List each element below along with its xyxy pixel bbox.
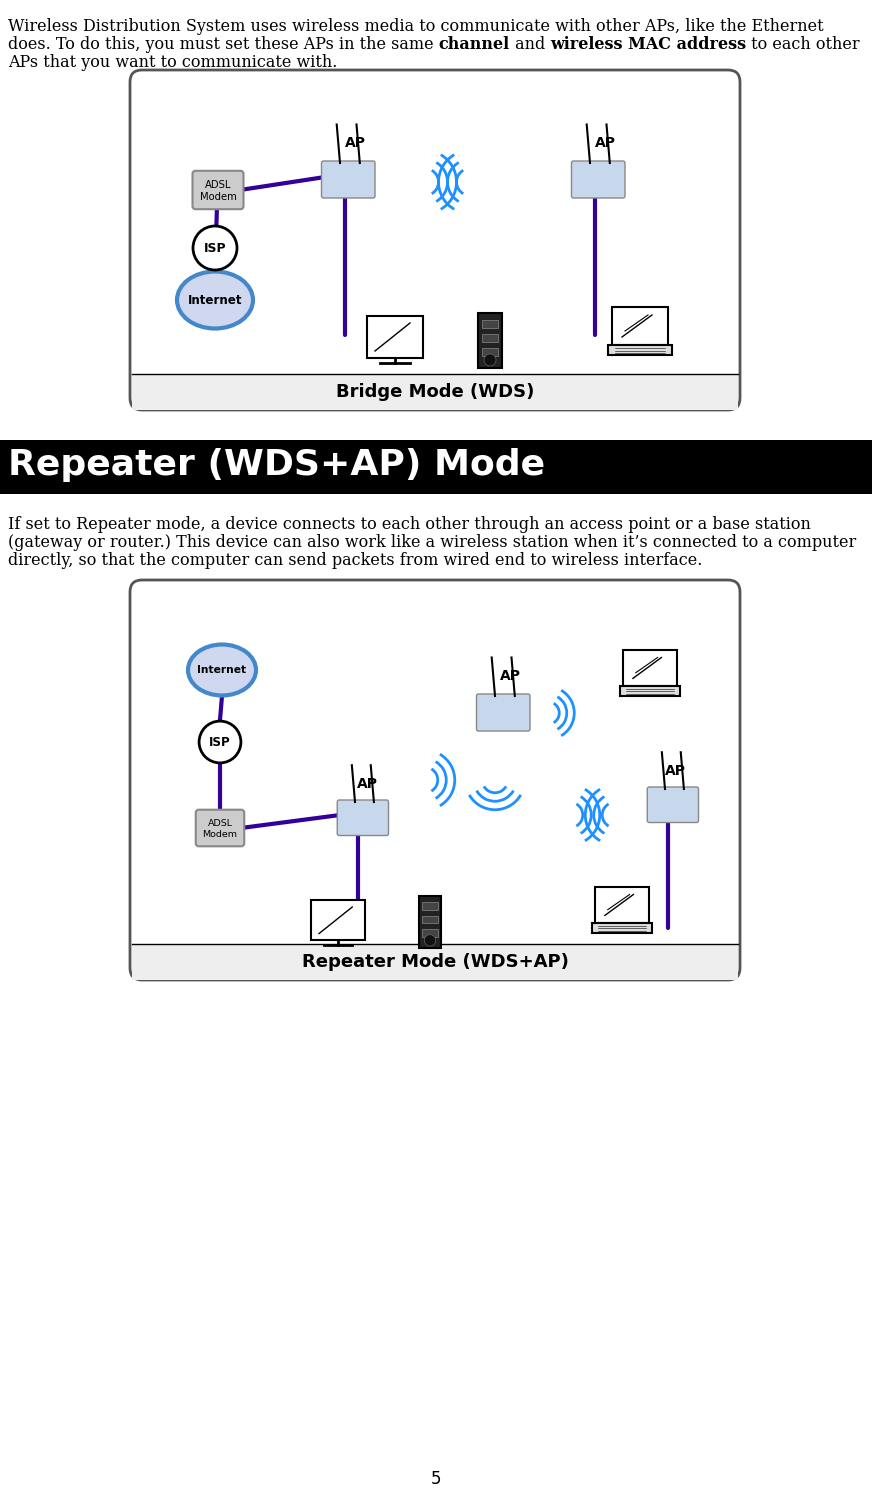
Text: channel: channel bbox=[439, 36, 510, 54]
Bar bbox=[311, 900, 364, 940]
FancyBboxPatch shape bbox=[571, 161, 625, 198]
FancyBboxPatch shape bbox=[130, 70, 740, 410]
Ellipse shape bbox=[188, 645, 256, 695]
Text: AP: AP bbox=[500, 668, 521, 683]
Text: Bridge Mode (WDS): Bridge Mode (WDS) bbox=[336, 383, 535, 401]
Bar bbox=[478, 313, 502, 369]
Text: Modem: Modem bbox=[200, 192, 236, 203]
Text: Repeater (WDS+AP) Mode: Repeater (WDS+AP) Mode bbox=[8, 448, 545, 482]
Circle shape bbox=[425, 934, 436, 946]
Circle shape bbox=[484, 354, 496, 366]
FancyBboxPatch shape bbox=[337, 800, 389, 836]
Bar bbox=[596, 886, 649, 924]
Text: Internet: Internet bbox=[197, 665, 247, 674]
Bar bbox=[623, 651, 677, 686]
Text: and: and bbox=[510, 36, 550, 54]
Text: ISP: ISP bbox=[204, 242, 227, 255]
FancyBboxPatch shape bbox=[130, 580, 740, 980]
Text: Modem: Modem bbox=[202, 831, 237, 840]
Text: AP: AP bbox=[595, 136, 616, 151]
Text: (gateway or router.) This device can also work like a wireless station when it’s: (gateway or router.) This device can als… bbox=[8, 534, 856, 551]
Bar bbox=[419, 895, 441, 947]
FancyBboxPatch shape bbox=[322, 161, 375, 198]
Text: APs that you want to communicate with.: APs that you want to communicate with. bbox=[8, 54, 337, 72]
Text: ADSL: ADSL bbox=[205, 181, 231, 191]
Text: AP: AP bbox=[344, 136, 365, 151]
Text: wireless MAC address: wireless MAC address bbox=[550, 36, 746, 54]
Bar bbox=[422, 903, 438, 910]
Text: AP: AP bbox=[664, 764, 685, 777]
Text: ADSL: ADSL bbox=[208, 819, 233, 828]
Circle shape bbox=[193, 225, 237, 270]
Text: to each other: to each other bbox=[746, 36, 860, 54]
FancyBboxPatch shape bbox=[647, 786, 698, 822]
Bar bbox=[422, 930, 438, 937]
Text: Repeater Mode (WDS+AP): Repeater Mode (WDS+AP) bbox=[302, 953, 569, 971]
Bar bbox=[620, 686, 680, 695]
Text: ISP: ISP bbox=[209, 736, 231, 749]
Text: If set to Repeater mode, a device connects to each other through an access point: If set to Repeater mode, a device connec… bbox=[8, 516, 811, 533]
Text: Internet: Internet bbox=[187, 294, 242, 306]
Text: directly, so that the computer can send packets from wired end to wireless inter: directly, so that the computer can send … bbox=[8, 552, 702, 568]
Text: AP: AP bbox=[357, 777, 378, 791]
Bar bbox=[591, 924, 652, 932]
FancyBboxPatch shape bbox=[476, 694, 530, 731]
Bar bbox=[482, 319, 498, 328]
Bar bbox=[608, 345, 672, 355]
FancyBboxPatch shape bbox=[195, 810, 244, 846]
Text: Wireless Distribution System uses wireless media to communicate with other APs, : Wireless Distribution System uses wirele… bbox=[8, 18, 824, 34]
Bar bbox=[132, 374, 738, 410]
Text: 5: 5 bbox=[431, 1470, 441, 1488]
FancyBboxPatch shape bbox=[193, 170, 243, 209]
Bar bbox=[422, 916, 438, 924]
Bar bbox=[132, 944, 738, 980]
Bar bbox=[482, 348, 498, 357]
Bar bbox=[0, 440, 872, 494]
Bar bbox=[482, 334, 498, 342]
Ellipse shape bbox=[177, 272, 253, 328]
Text: does. To do this, you must set these APs in the same: does. To do this, you must set these APs… bbox=[8, 36, 439, 54]
Circle shape bbox=[199, 721, 241, 762]
Bar bbox=[612, 307, 668, 345]
Bar bbox=[367, 316, 423, 358]
